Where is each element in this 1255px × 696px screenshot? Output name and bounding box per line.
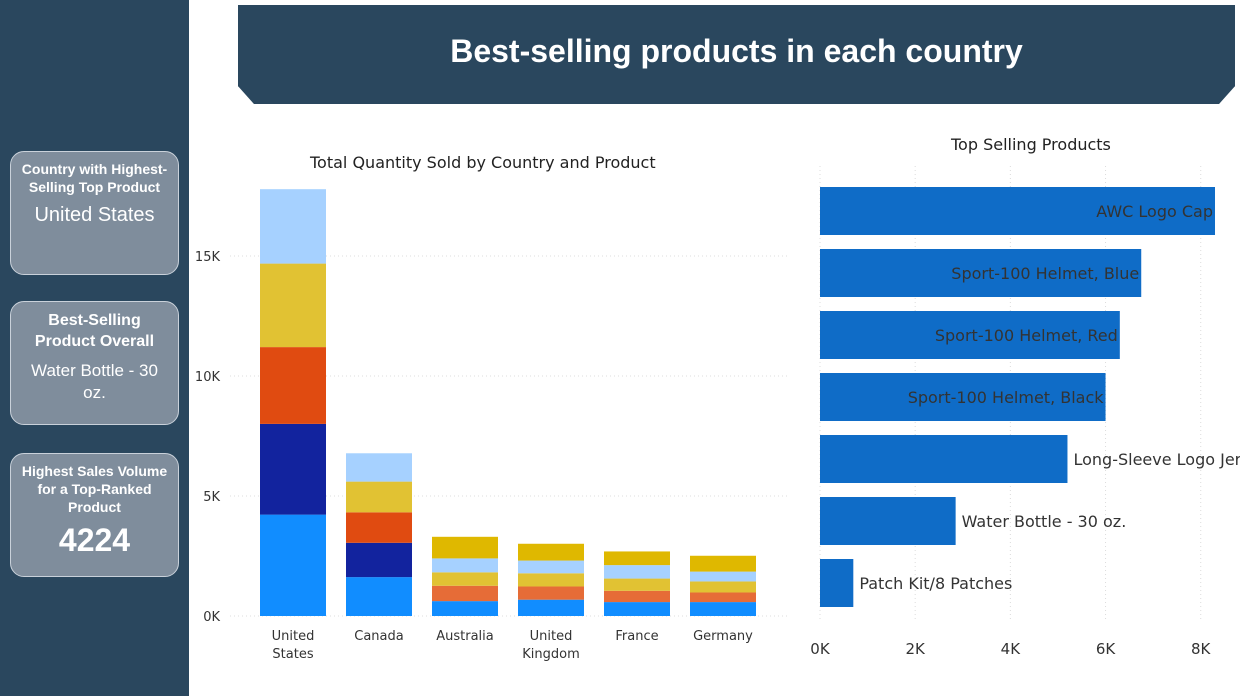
bar-segment (346, 542, 412, 578)
horizontal-bar-chart: 0K 2K 4K 6K 8K AWC Logo Cap Sport-100 Helmet, … (810, 166, 1240, 658)
bar-segment (604, 551, 670, 566)
data-label: AWC Logo Cap (1096, 202, 1213, 221)
bar-segment (518, 599, 584, 616)
card-label: Highest Sales Volume for a Top-Ranked Pr… (21, 463, 168, 515)
bar-segment (346, 512, 412, 543)
y-tick-label: 15K (195, 250, 221, 265)
card-value: Water Bottle - 30 oz. (31, 361, 158, 402)
bar (820, 187, 1215, 235)
bar (820, 435, 1068, 483)
bar-segment (432, 585, 498, 602)
bar-segment (604, 602, 670, 616)
data-label: Patch Kit/8 Patches (859, 574, 1012, 593)
x-tick-label: 8K (1191, 640, 1212, 658)
stacked-chart-title: Total Quantity Sold by Country and Produ… (310, 153, 656, 172)
x-tick-label: France (615, 629, 658, 644)
x-tick-label: 6K (1096, 640, 1117, 658)
card-label: Country with Highest-Selling Top Product (21, 161, 168, 195)
bar-segment (260, 423, 326, 515)
x-tick-label: United States (272, 629, 315, 662)
bar-segment (260, 347, 326, 424)
bar-segment (518, 560, 584, 574)
bar-segment (690, 581, 756, 593)
bar-segment (604, 578, 670, 591)
data-label: Sport-100 Helmet, Blue (951, 264, 1139, 283)
card-highest-volume: Highest Sales Volume for a Top-Ranked Pr… (10, 453, 179, 577)
bar-segment (260, 189, 326, 264)
data-label: Sport-100 Helmet, Black (908, 388, 1105, 407)
card-value: 4224 (58, 522, 131, 558)
card-value: United States (34, 204, 155, 226)
y-tick-label: 10K (195, 370, 221, 385)
data-label: Water Bottle - 30 oz. (962, 512, 1127, 531)
bar (820, 559, 854, 607)
bar-segment (690, 592, 756, 603)
bar-segment (518, 586, 584, 600)
data-label: Long-Sleeve Logo Jersey, L (1073, 450, 1240, 469)
bar-segment (260, 514, 326, 616)
bar-segment (690, 555, 756, 572)
card-best-product: Best-Selling Product Overall Water Bottl… (10, 301, 179, 425)
x-tick-label: 0K (810, 640, 831, 658)
bar (820, 311, 1120, 359)
x-tick-label: United Kingdom (522, 629, 580, 662)
bar-segment (432, 601, 498, 616)
bar (820, 497, 956, 545)
bar-segment (690, 571, 756, 582)
y-tick-label: 5K (203, 490, 220, 505)
bar-chart-title: Top Selling Products (951, 135, 1111, 154)
x-tick-label: 2K (905, 640, 926, 658)
bar-segment (432, 572, 498, 586)
x-tick-label: Canada (354, 629, 403, 644)
bar-segment (346, 577, 412, 616)
x-tick-label: 4K (1001, 640, 1022, 658)
bar-segment (518, 543, 584, 561)
page-header: Best-selling products in each country (238, 5, 1235, 104)
bar-segment (690, 602, 756, 616)
bar-segment (260, 263, 326, 348)
x-tick-label: Germany (693, 629, 753, 644)
card-label: Best-Selling Product Overall (34, 312, 155, 350)
bar (820, 373, 1106, 421)
bar-segment (432, 558, 498, 573)
y-tick-label: 0K (203, 610, 220, 625)
bar-segment (346, 481, 412, 513)
bar-segment (604, 590, 670, 603)
bar-segment (518, 573, 584, 587)
page-title: Best-selling products in each country (450, 33, 1023, 69)
card-top-country: Country with Highest-Selling Top Product… (10, 151, 179, 275)
stacked-bar-chart: 0K 5K 10K 15K United States Canada Australia Uni… (195, 189, 790, 662)
data-label: Sport-100 Helmet, Red (935, 326, 1118, 345)
bar-segment (604, 565, 670, 579)
x-tick-label: Australia (436, 629, 494, 644)
bar-segment (346, 453, 412, 482)
bar-segment (432, 536, 498, 559)
bar (820, 249, 1142, 297)
